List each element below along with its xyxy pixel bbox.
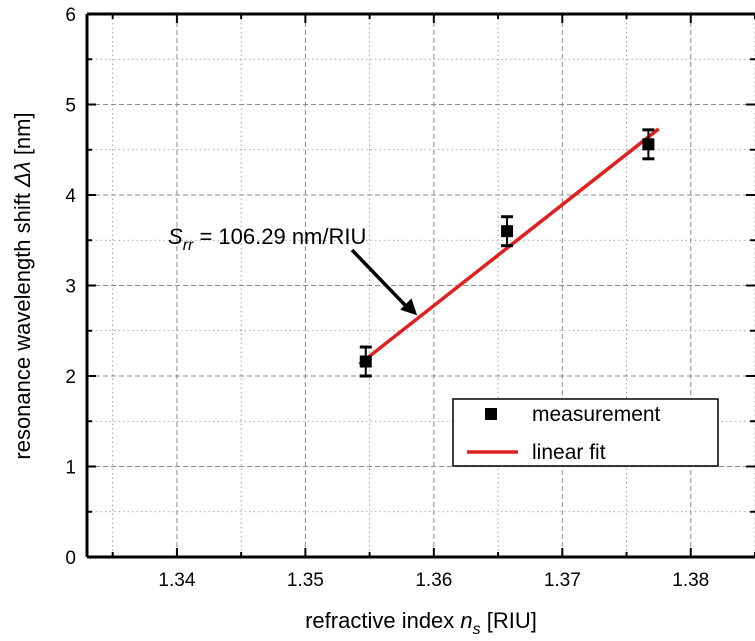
x-axis-title-suffix: [RIU] bbox=[481, 608, 537, 633]
y-axis-title-prefix: resonance wavelength shift bbox=[10, 187, 35, 460]
data-point bbox=[501, 225, 514, 238]
data-point bbox=[642, 138, 655, 151]
annotation: Srr = 106.29 nm/RIU bbox=[168, 224, 418, 316]
x-axis-title-var: n bbox=[460, 608, 472, 633]
x-tick-label: 1.36 bbox=[415, 570, 452, 591]
legend-box bbox=[452, 398, 719, 467]
legend-label-measurement: measurement bbox=[532, 403, 661, 426]
annotation-text: Srr = 106.29 nm/RIU bbox=[168, 224, 366, 254]
series-layer bbox=[358, 127, 660, 378]
y-tick-label: 1 bbox=[65, 458, 76, 479]
legend: measurement linear fit bbox=[452, 398, 719, 467]
x-axis-title-sub: s bbox=[473, 621, 481, 638]
legend-label-fit: linear fit bbox=[532, 441, 606, 464]
x-axis-title: refractive index ns [RIU] bbox=[305, 608, 537, 638]
x-tick-label: 1.35 bbox=[287, 570, 324, 591]
annotation-arrow-shaft bbox=[350, 248, 411, 311]
annotation-arrow-head bbox=[400, 298, 418, 316]
y-axis-title-var: Δλ bbox=[10, 161, 35, 188]
legend-marker-measurement bbox=[485, 408, 497, 420]
x-axis-title-prefix: refractive index bbox=[305, 608, 460, 633]
x-tick-label: 1.37 bbox=[544, 570, 581, 591]
x-tick-label: 1.38 bbox=[672, 570, 709, 591]
y-tick-label: 6 bbox=[65, 5, 76, 26]
y-axis-title: resonance wavelength shift Δλ [nm] bbox=[10, 112, 35, 459]
y-tick-label: 0 bbox=[65, 548, 76, 569]
y-tick-label: 4 bbox=[65, 186, 76, 207]
y-axis-title-suffix: [nm] bbox=[10, 112, 35, 161]
y-tick-labels: 0 1 2 3 4 5 6 bbox=[65, 5, 76, 569]
y-tick-label: 3 bbox=[65, 277, 76, 298]
axes bbox=[85, 12, 755, 559]
y-tick-label: 2 bbox=[65, 367, 76, 388]
y-tick-label: 5 bbox=[65, 96, 76, 117]
data-point bbox=[359, 355, 372, 368]
x-tick-labels: 1.34 1.35 1.36 1.37 1.38 bbox=[158, 570, 709, 591]
x-tick-label: 1.34 bbox=[158, 570, 195, 591]
